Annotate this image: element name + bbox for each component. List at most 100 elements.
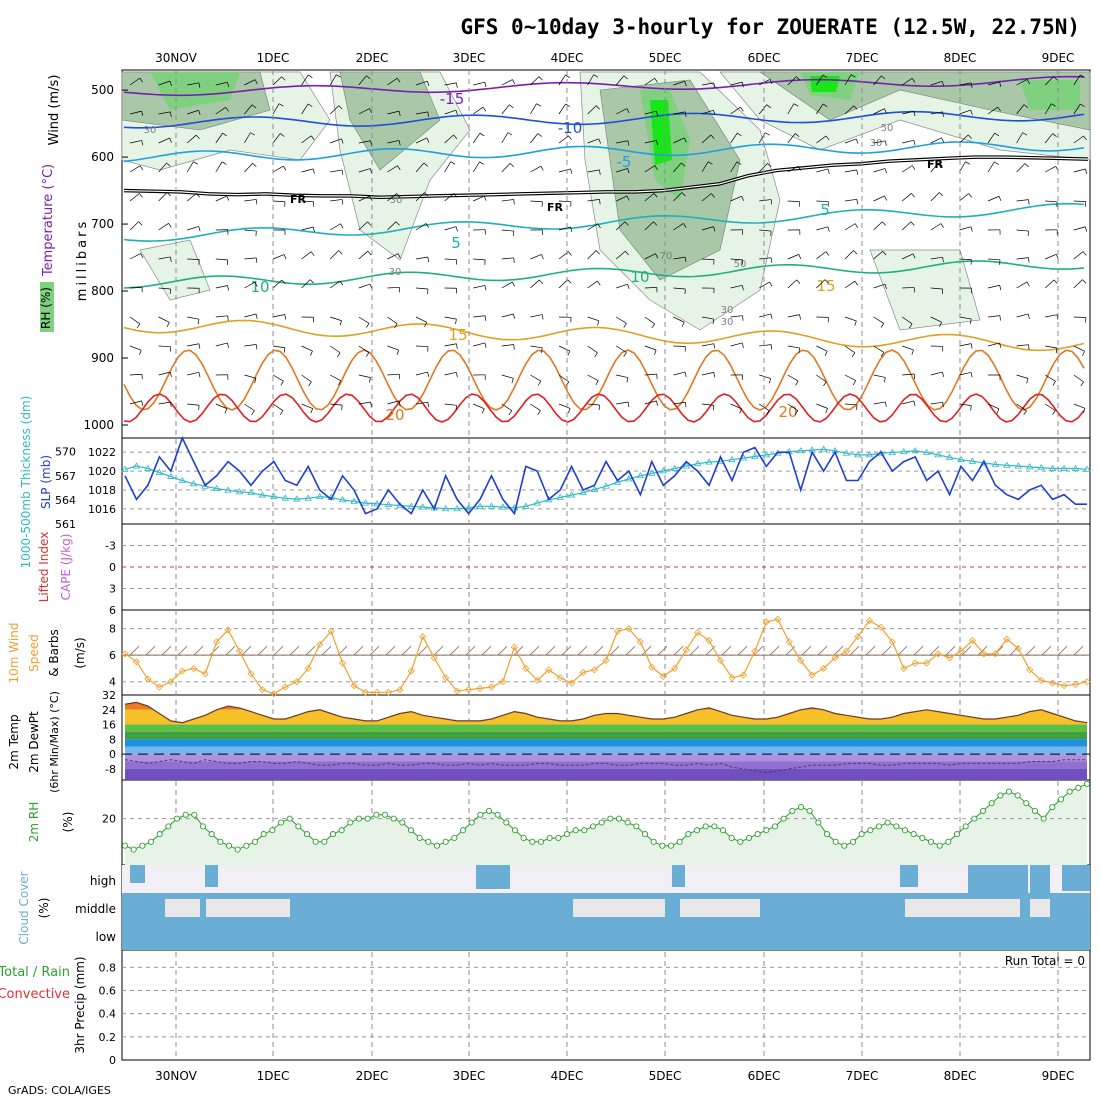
upper-wind-barb [501, 281, 513, 289]
wind10m-barb [353, 645, 364, 656]
wind10m-point [533, 676, 541, 684]
rh2m-point [728, 834, 735, 842]
wind10m-point [762, 618, 770, 626]
wind10m-point [178, 667, 186, 675]
rh2m-point [789, 807, 796, 814]
upper-wind-barb-flag [683, 223, 687, 228]
upper-wind-barb [358, 283, 371, 289]
temp-contour-label-0: -15 [440, 90, 465, 108]
thickness-point [671, 464, 679, 471]
upper-wind-barb [387, 221, 397, 231]
wind10m-point [820, 664, 828, 673]
upper-wind-barb [587, 223, 598, 231]
upper-wind-barb [129, 110, 142, 115]
upper-wind-barb [186, 161, 194, 173]
upper-wind-barb-flag [912, 253, 916, 259]
upper-wind-barb [902, 110, 914, 115]
temp-contour-label-4: FR [547, 201, 564, 214]
wind10m-point [968, 636, 977, 645]
rh2m-point [763, 827, 770, 834]
wind-ylabel-2: & Barbs [47, 629, 61, 677]
upper-wind-barb-flag [653, 193, 658, 198]
upper-wind-barb [301, 168, 314, 173]
wind10m-point [144, 675, 152, 683]
upper-wind-barb-flag [1053, 76, 1058, 81]
upper-wind-barb [244, 132, 251, 144]
upper-wind-barb-flag [567, 350, 571, 356]
upper-wind-barb-flag [884, 168, 887, 174]
rh2m-tick-label-0: 20 [102, 813, 116, 826]
upper-wind-barb [530, 254, 542, 260]
wind10m-barb [561, 645, 572, 656]
wind10m-point [1003, 635, 1011, 643]
upper-wind-barb [187, 109, 199, 115]
cloud-high-block-5 [968, 865, 1028, 893]
thickness-point [1026, 463, 1034, 470]
upper-wind-barb [873, 168, 886, 173]
rh2m-point [364, 815, 371, 822]
upper-wind-barb-flag [307, 103, 313, 107]
upper-wind-barb-flag [998, 196, 1002, 201]
upper-wind-barb [473, 106, 484, 115]
upper-wind-barb [158, 137, 170, 144]
top-date-label-0: 30NOV [155, 51, 197, 65]
upper-wind-barb [358, 75, 367, 86]
rh2m-point [832, 838, 839, 845]
upper-ylabel-wind: Wind (m/s) [47, 75, 62, 146]
upper-wind-barb-flag [511, 378, 514, 384]
upper-wind-barb [758, 163, 768, 173]
thickness-tick-label-3: 561 [55, 518, 76, 531]
top-date-label-8: 8DEC [944, 51, 977, 65]
upper-wind-barb-flag [970, 318, 972, 324]
upper-wind-barb [587, 280, 598, 289]
upper-wind-barb [558, 226, 571, 231]
upper-wind-barb [129, 400, 142, 405]
upper-wind-barb [473, 285, 485, 289]
upper-wind-barb [1073, 168, 1086, 173]
li-tick-label-1: 0 [109, 561, 116, 574]
rh2m-point [182, 811, 189, 818]
upper-wind-barb-flag [396, 77, 401, 83]
upper-wind-barb [558, 403, 571, 409]
upper-wind-barb [330, 345, 341, 354]
upper-wind-barb-flag [970, 372, 973, 378]
thickness-point [384, 500, 393, 508]
upper-wind-barb [530, 200, 543, 203]
upper-wind-barb [387, 253, 399, 260]
upper-wind-barb [816, 103, 824, 115]
upper-wind-barb-flag [1085, 168, 1088, 174]
upper-wind-barb [358, 401, 371, 405]
upper-wind-barb-flag [854, 223, 859, 229]
upper-wind-barb-flag [255, 344, 258, 350]
thickness-point [533, 499, 541, 506]
upper-wind-barb [272, 103, 280, 115]
upper-wind-barb [1045, 314, 1058, 318]
upper-wind-barb-flag [770, 199, 773, 205]
upper-wind-barb [330, 199, 343, 202]
upper-wind-barb [701, 258, 715, 260]
wind10m-point [1060, 682, 1068, 690]
upper-wind-barb-flag [197, 319, 200, 325]
wind10m-barb [625, 645, 636, 656]
upper-wind-barb [358, 221, 368, 231]
upper-wind-barb [615, 221, 626, 231]
upper-wind-barb [816, 374, 827, 383]
upper-wind-barb [501, 313, 514, 318]
upper-wind-barb [301, 226, 314, 231]
upper-wind-barb [701, 193, 712, 202]
upper-wind-barb-flag [139, 350, 142, 355]
wind10m-barb [657, 645, 668, 656]
upper-wind-barb [444, 82, 457, 86]
upper-wind-barb [187, 343, 200, 347]
upper-wind-barb-flag [456, 82, 458, 88]
upper-wind-barb-flag [169, 81, 172, 86]
upper-wind-barb-flag [884, 195, 887, 201]
upper-wind-barb-flag [624, 221, 629, 226]
upper-wind-barb-flag [913, 111, 916, 117]
wind10m-point [396, 686, 404, 694]
upper-wind-barb-flag [227, 82, 229, 88]
upper-wind-barb [616, 345, 627, 353]
upper-wind-barb [444, 226, 457, 231]
wind10m-point [213, 638, 221, 646]
upper-wind-barb-flag [139, 77, 143, 83]
